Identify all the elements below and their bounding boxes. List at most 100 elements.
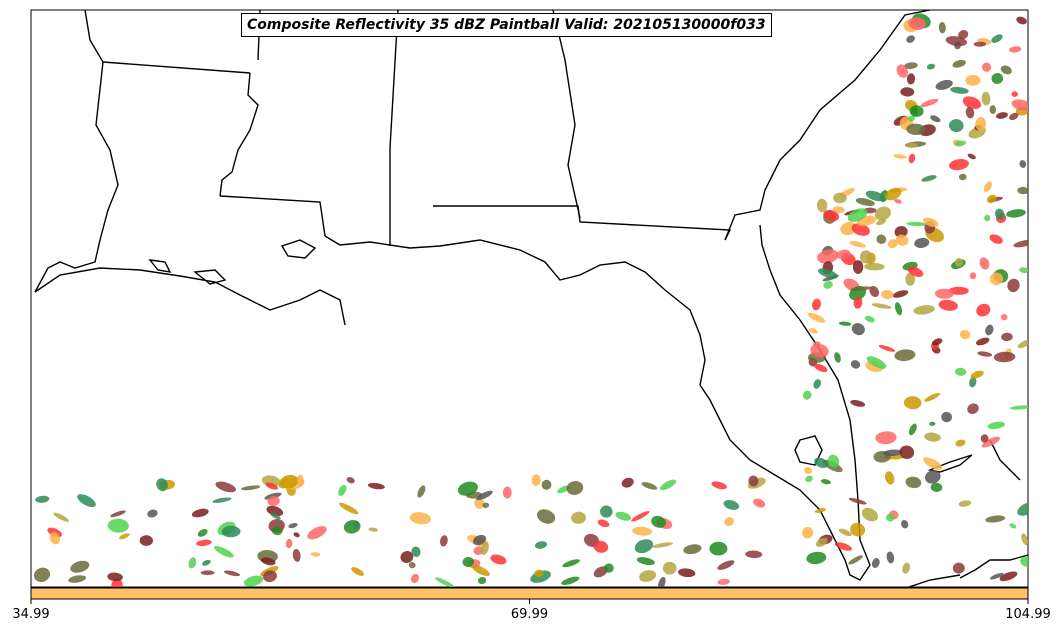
reflectivity-blob [711,481,727,490]
reflectivity-blob [1009,405,1028,410]
reflectivity-blob [999,571,1018,582]
reflectivity-blob [802,390,812,400]
reflectivity-blob [892,290,909,298]
reflectivity-blob [922,217,939,227]
reflectivity-blob [848,555,863,565]
reflectivity-blob [865,190,885,202]
reflectivity-blob [212,497,232,503]
reflectivity-blob [975,337,990,346]
map-frame [30,9,1029,588]
reflectivity-blob [1016,16,1027,25]
reflectivity-blob [476,490,493,501]
reflectivity-blob [817,249,839,264]
reflectivity-blob [200,570,215,575]
reflectivity-blob [864,262,885,271]
reflectivity-blob [634,539,654,554]
reflectivity-blob [411,546,421,557]
reflectivity-blob [985,324,994,336]
reflectivity-blob [678,568,696,578]
reflectivity-blob [840,221,857,236]
reflectivity-blob [805,475,813,483]
reflectivity-blob [849,241,866,248]
reflectivity-blob [958,500,972,507]
reflectivity-blob [534,541,548,549]
reflectivity-blob [293,532,300,538]
reflectivity-blob [893,154,907,159]
reflectivity-blob [969,272,977,280]
reflectivity-blob [400,551,414,563]
reflectivity-blob [804,467,813,474]
reflectivity-blob [717,560,735,570]
reflectivity-blob [662,561,677,575]
reflectivity-blob [367,482,385,490]
reflectivity-blob [1009,46,1022,53]
reflectivity-blob [659,479,677,491]
reflectivity-blob [908,17,927,30]
reflectivity-blob [473,534,487,546]
reflectivity-blob [832,206,845,213]
reflectivity-blob [979,257,990,270]
reflectivity-blob [986,194,997,204]
reflectivity-blob [1000,314,1008,321]
reflectivity-blob [571,511,586,524]
reflectivity-blob [970,370,984,379]
reflectivity-blob [864,315,875,323]
reflectivity-blob [938,22,946,34]
reflectivity-blob [906,123,926,136]
reflectivity-blob [876,218,887,226]
reflectivity-blob [297,474,304,486]
reflectivity-blob [981,436,1001,448]
reflectivity-blob [934,288,954,299]
reflectivity-blob [924,392,940,402]
reflectivity-blob [938,299,958,311]
reflectivity-blob [945,36,968,47]
reflectivity-blob [853,296,863,309]
reflectivity-blob [817,268,838,279]
reflectivity-blob [1020,556,1028,568]
reflectivity-blob [906,35,915,43]
reflectivity-blob [107,572,123,582]
reflectivity-blob [954,257,963,267]
reflectivity-blob [905,476,922,489]
reflectivity-blob [307,526,327,540]
reflectivity-blob [965,74,981,86]
reflectivity-blob [887,239,898,249]
reflectivity-blob [941,411,952,423]
reflectivity-blob [820,479,831,485]
reflectivity-blob [899,445,915,459]
reflectivity-blob [925,470,941,484]
reflectivity-blob [835,249,851,259]
reflectivity-blob [641,482,658,490]
reflectivity-blob [871,303,892,309]
reflectivity-blob [1019,267,1028,274]
reflectivity-blob [995,112,1009,119]
reflectivity-blob [1019,160,1027,168]
reflectivity-blob [263,570,277,583]
reflectivity-blob [907,115,915,122]
reflectivity-blob [202,559,211,566]
reflectivity-blob [408,561,416,569]
reflectivity-blob [989,105,997,115]
reflectivity-blob [502,486,512,499]
reflectivity-blob [923,457,943,470]
reflectivity-blob [850,522,866,537]
reflectivity-blob [53,512,70,522]
reflectivity-blob [621,477,634,488]
reflectivity-blob [909,105,924,117]
reflectivity-blob [561,576,580,585]
reflectivity-blob [651,515,667,528]
reflectivity-blob [111,578,123,587]
reflectivity-blob [907,266,924,278]
reflectivity-blob [969,376,977,388]
reflectivity-blob [490,554,507,565]
reflectivity-blob [139,535,153,546]
reflectivity-blob [118,533,130,540]
reflectivity-blob [35,495,50,503]
reflectivity-blob [995,208,1005,220]
reflectivity-blob [265,482,279,490]
reflectivity-blob [894,302,903,316]
reflectivity-blob [833,192,847,204]
reflectivity-blob [955,439,966,447]
reflectivity-blob [1006,209,1026,218]
reflectivity-blob [110,510,126,518]
